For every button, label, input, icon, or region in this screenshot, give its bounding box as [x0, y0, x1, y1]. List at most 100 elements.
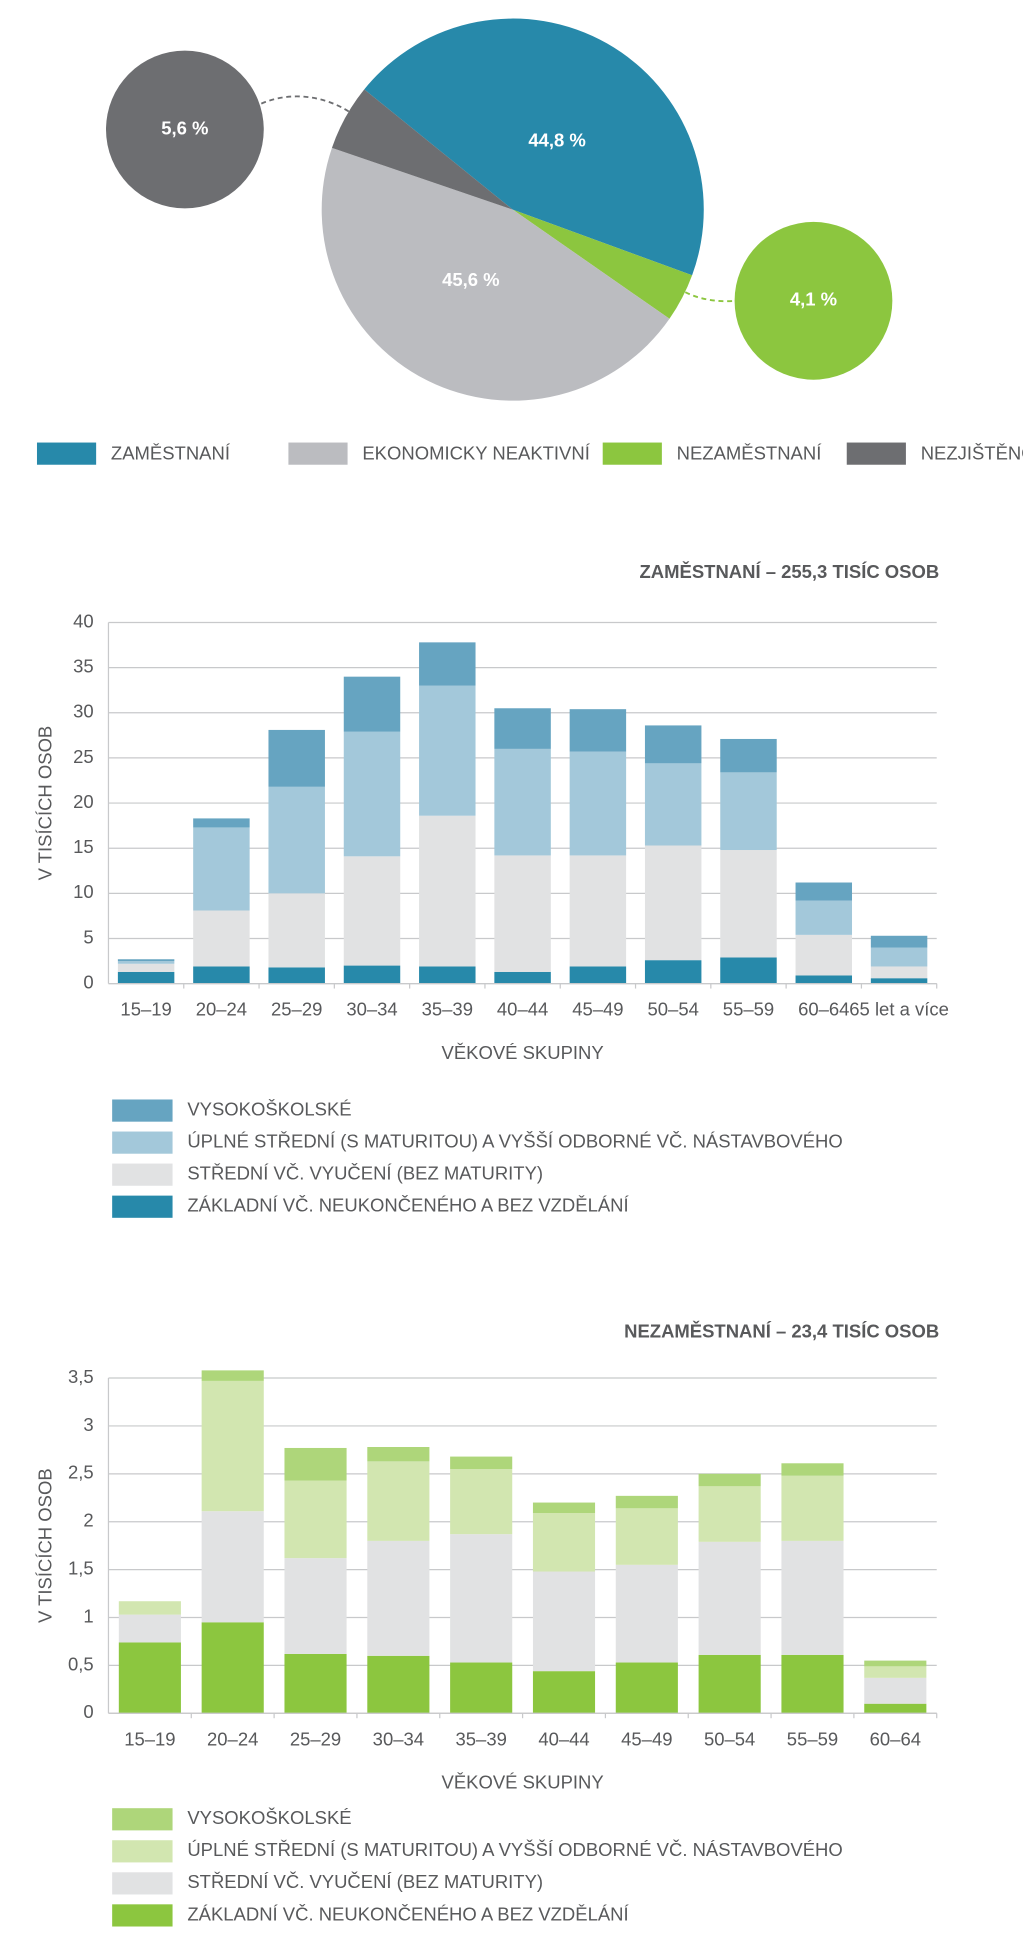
x-tick-label: 50–54 [704, 1728, 755, 1749]
y-tick-label: 30 [73, 701, 94, 722]
x-tick-label: 35–39 [456, 1728, 507, 1749]
bar-segment [193, 910, 250, 967]
y-tick-label: 0 [83, 1701, 93, 1722]
y-tick-label: 20 [73, 791, 94, 812]
bar-segment [284, 1653, 347, 1714]
x-tick-label: 60–64 [798, 999, 849, 1020]
bar-segment [419, 815, 476, 967]
legend-label: EKONOMICKY NEAKTIVNÍ [362, 443, 590, 464]
x-tick-label: 25–29 [271, 999, 322, 1020]
bar-segment [795, 900, 853, 935]
x-tick-label: 30–34 [346, 999, 397, 1020]
legend-swatch [112, 1195, 173, 1218]
legend-swatch [112, 1904, 173, 1927]
bar-segment [268, 893, 325, 968]
x-axis-title: VĚKOVÉ SKUPINY [442, 1771, 604, 1792]
bar-segment [343, 731, 401, 857]
x-tick-label: 50–54 [648, 999, 699, 1020]
legend-label: VYSOKOŠKOLSKÉ [187, 1807, 351, 1828]
x-tick-label: 30–34 [373, 1728, 424, 1749]
bar-segment [367, 1447, 430, 1462]
bar-segment [193, 966, 250, 984]
x-tick-label: 25–29 [290, 1728, 341, 1749]
y-tick-label: 35 [73, 656, 94, 677]
bar-segment [720, 957, 777, 984]
bar-segment [494, 855, 551, 972]
bar-segment [795, 975, 853, 984]
bar-segment [367, 1461, 430, 1541]
slice-label: 44,8 % [528, 130, 586, 151]
bar-segment [615, 1495, 678, 1509]
bar-segment [118, 1642, 181, 1714]
bar-segment [419, 642, 476, 686]
bar-segment [720, 850, 777, 958]
bar-segment [864, 1677, 927, 1704]
x-tick-label: 15–19 [120, 999, 171, 1020]
y-tick-label: 3 [83, 1414, 93, 1435]
y-tick-label: 15 [73, 836, 94, 857]
bar-segment [450, 1662, 513, 1714]
bar-segment [117, 963, 175, 972]
y-tick-label: 2,5 [68, 1462, 94, 1483]
bar-segment [698, 1486, 761, 1542]
bar-segment [795, 934, 853, 976]
bar-segment [117, 971, 175, 984]
x-tick-label: 45–49 [621, 1728, 672, 1749]
bar-segment [532, 1671, 596, 1714]
y-tick-label: 10 [73, 881, 94, 902]
bar-segment [870, 966, 928, 979]
bar-segment [419, 685, 476, 816]
bar-segment [698, 1541, 761, 1655]
bar-segment [864, 1660, 927, 1667]
y-tick-label: 2 [83, 1510, 93, 1531]
bar-segment [343, 856, 401, 966]
x-tick-label: 20–24 [196, 999, 247, 1020]
x-tick-label: 40–44 [497, 999, 548, 1020]
x-tick-label: 40–44 [538, 1728, 589, 1749]
legend-label: VYSOKOŠKOLSKÉ [187, 1098, 351, 1119]
bar-segment [450, 1534, 513, 1663]
x-axis-title: VĚKOVÉ SKUPINY [442, 1042, 604, 1063]
bar-segment [450, 1456, 513, 1470]
legend-swatch [288, 442, 348, 465]
y-axis-title: V TISÍCÍCH OSOB [35, 1468, 56, 1623]
legend-label: ÚPLNÉ STŘEDNÍ (S MATURITOU) A VYŠŠÍ ODBO… [187, 1839, 842, 1860]
bar-segment [781, 1463, 844, 1476]
bar-segment [532, 1513, 596, 1572]
x-tick-label: 60–64 [870, 1728, 921, 1749]
pie-slice [321, 147, 670, 401]
y-tick-label: 1 [83, 1605, 93, 1626]
x-tick-label: 35–39 [422, 999, 473, 1020]
bar-segment [343, 676, 401, 732]
bar-segment [201, 1380, 264, 1512]
bar-segment [569, 855, 627, 967]
bar-segment [284, 1447, 347, 1481]
y-tick-label: 0 [83, 972, 93, 993]
bar-segment [193, 827, 250, 911]
legend-label: ÚPLNÉ STŘEDNÍ (S MATURITOU) A VYŠŠÍ ODBO… [187, 1130, 842, 1151]
bar-segment [644, 725, 702, 764]
bar-segment [615, 1662, 678, 1714]
bar-segment [268, 967, 325, 984]
connector [684, 291, 738, 303]
bar-segment [870, 935, 928, 948]
bar-segment [494, 708, 551, 749]
x-tick-label: 45–49 [572, 999, 623, 1020]
x-tick-label: 20–24 [207, 1728, 258, 1749]
y-tick-label: 5 [83, 926, 93, 947]
bar-segment [720, 772, 777, 851]
slice-label: 5,6 % [161, 117, 208, 138]
bar-segment [193, 818, 250, 828]
bar-segment [532, 1502, 596, 1514]
bar-segment [367, 1540, 430, 1656]
chart-title: ZAMĚSTNANÍ – 255,3 TISÍC OSOB [640, 561, 940, 582]
bar-segment [615, 1564, 678, 1663]
legend-swatch [846, 442, 906, 465]
bar-segment [795, 882, 853, 901]
bar-segment [450, 1469, 513, 1535]
bar-segment [494, 971, 551, 984]
y-tick-label: 1,5 [68, 1557, 94, 1578]
bar-segment [569, 709, 627, 752]
bar-segment [698, 1654, 761, 1714]
legend-swatch [112, 1163, 173, 1186]
